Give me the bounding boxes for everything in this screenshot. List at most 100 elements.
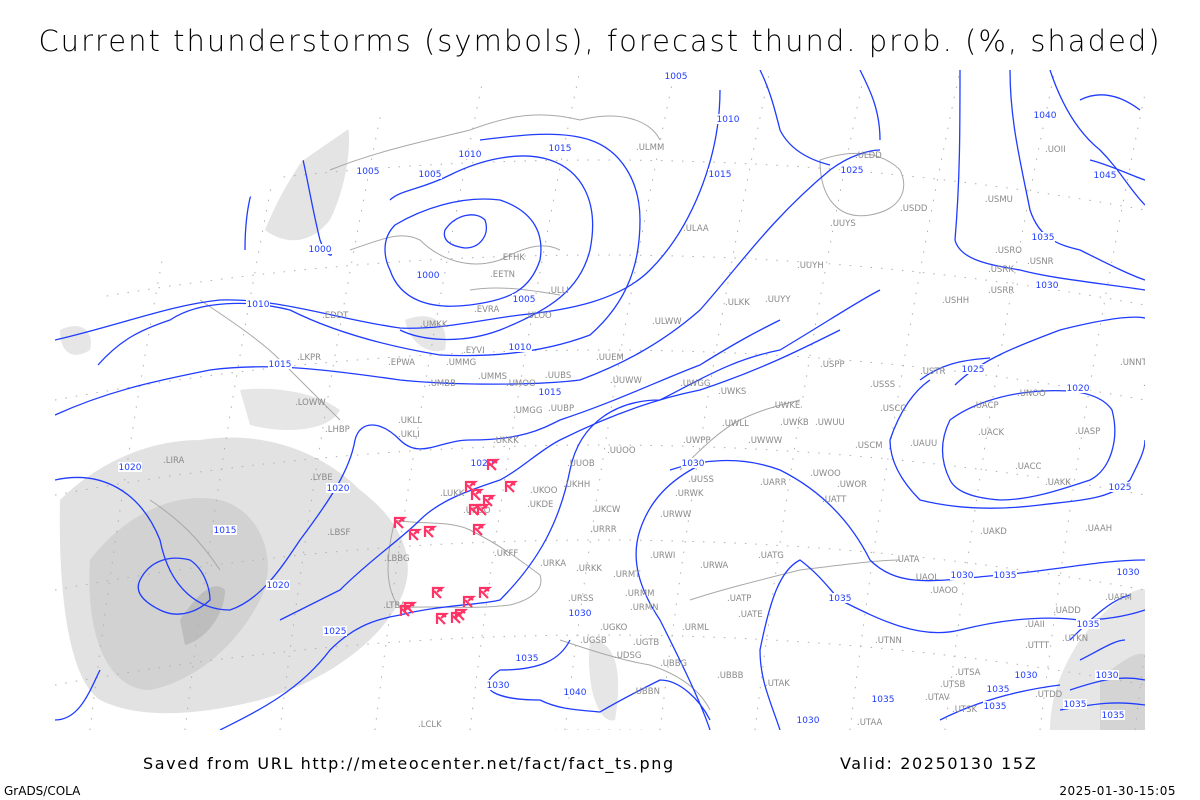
- station-label: .USTR: [920, 367, 946, 377]
- station-label: .UUYH: [797, 261, 824, 271]
- station-label: .URML: [682, 623, 709, 633]
- isobar-label: 1045: [1094, 171, 1117, 181]
- valid-time-text: Valid: 20250130 15Z: [840, 754, 1038, 773]
- station-label: .URWK: [675, 489, 704, 499]
- station-label: .URWA: [700, 561, 728, 571]
- isobar-label-bg: [983, 701, 1007, 711]
- thunderstorm-icon: [454, 608, 469, 621]
- isobar-label: 1030: [682, 459, 705, 469]
- station-label: .UMMG: [446, 358, 476, 368]
- isobar-label-bg: [515, 653, 539, 663]
- station-label: .UGTB: [633, 638, 659, 648]
- station-label: .UTAK: [765, 679, 790, 689]
- station-label: .UOII: [1045, 145, 1066, 155]
- isobar-label-bg: [961, 364, 985, 374]
- isobar-label: 1005: [513, 295, 536, 305]
- station-label: .UUOO: [607, 446, 636, 456]
- isobar-label: 1035: [1064, 700, 1087, 710]
- isobar-label: 1040: [564, 688, 587, 698]
- station-label: .USCM: [855, 441, 883, 451]
- isobar-label-bg: [308, 244, 332, 254]
- station-label: .UWGG: [680, 379, 711, 389]
- isobar-label: 1025: [841, 166, 864, 176]
- station-label: .UDSG: [614, 651, 641, 661]
- station-label: .ULOO: [525, 311, 552, 321]
- isobar-label-bg: [1031, 232, 1055, 242]
- station-label: .URKA: [540, 559, 566, 569]
- station-label: .UKOO: [530, 486, 558, 496]
- station-label: .USMU: [985, 195, 1013, 205]
- isobar-label: 1035: [984, 702, 1007, 712]
- isobar-label-bg: [266, 580, 290, 590]
- station-label: .UNNT: [1120, 358, 1148, 368]
- station-label: .USRR: [988, 286, 1014, 296]
- station-label: .UATG: [758, 551, 784, 561]
- station-label: .LUKK: [440, 489, 465, 499]
- station-label: .UACC: [1015, 462, 1042, 472]
- station-label: .UTSK: [952, 705, 978, 715]
- isobar-label: 1035: [1032, 233, 1055, 243]
- station-label: .UWUU: [815, 418, 845, 428]
- thunderstorm-icon: [478, 586, 493, 599]
- station-label: .UWWW: [748, 436, 783, 446]
- isobar-labels: 1005 1010 1010 1015 1015 1025 1005 1005 1000 1000…: [118, 71, 1140, 726]
- isobar-label-bg: [840, 165, 864, 175]
- station-label: .USRO: [995, 246, 1022, 256]
- generated-timestamp: 2025-01-30-15:05: [1059, 784, 1176, 798]
- station-label: .URRR: [590, 525, 617, 535]
- isobar-label-bg: [1066, 383, 1090, 393]
- isobar-label: 1030: [569, 609, 592, 619]
- isobar-label: 1015: [549, 144, 572, 154]
- station-label: .UACK: [978, 428, 1005, 438]
- isobar-label-bg: [538, 387, 562, 397]
- station-label: .UWKE: [772, 401, 800, 411]
- isobar-label: 1020: [119, 463, 142, 473]
- station-label: .UBBB: [717, 671, 744, 681]
- station-label: .UWKB: [780, 418, 809, 428]
- station-label: .UTAV: [925, 693, 950, 703]
- isobar-label: 1025: [962, 365, 985, 375]
- station-label: .EPWA: [388, 358, 415, 368]
- station-label: .UADD: [1053, 606, 1081, 616]
- station-labels: .EDDT .EVRA .ULOO .UMKK .EYVI .UMMG .EPWA .LKPR…: [163, 143, 1148, 730]
- station-label: .UATP: [727, 594, 751, 604]
- station-label: .USDD: [900, 204, 928, 214]
- isobar-label: 1010: [717, 115, 740, 125]
- station-label: .URWI: [650, 551, 675, 561]
- isobar-label: 1030: [797, 716, 820, 726]
- isobar-label: 1015: [709, 170, 732, 180]
- isobar-label-bg: [470, 458, 494, 468]
- isobar-label: 1005: [665, 72, 688, 82]
- isobar-label-bg: [548, 143, 572, 153]
- isobar-label: 1035: [829, 594, 852, 604]
- isobar-label: 1030: [1117, 568, 1140, 578]
- isobar-label-bg: [326, 483, 350, 493]
- station-label: .UKOO: [463, 506, 491, 516]
- station-label: .UUEM: [596, 353, 624, 363]
- isobar-label: 1020: [471, 459, 494, 469]
- station-label: .UUWW: [610, 376, 643, 386]
- station-label: .UUBS: [545, 371, 571, 381]
- isobar-label: 1015: [269, 360, 292, 370]
- isobar-label: 1030: [487, 681, 510, 691]
- isobar-label-bg: [828, 593, 852, 603]
- source-url-text: Saved from URL http://meteocenter.net/fa…: [143, 754, 675, 773]
- station-label: .UKCW: [592, 505, 621, 515]
- station-label: .URMN: [630, 603, 659, 613]
- isobar-label-bg: [246, 299, 270, 309]
- station-label: .USSS: [870, 380, 895, 390]
- isobar-label-bg: [416, 270, 440, 280]
- isobar-label: 1020: [1067, 384, 1090, 394]
- thunderstorm-symbols: [393, 458, 519, 625]
- isobar-label: 1035: [1077, 620, 1100, 630]
- station-label: .UUBP: [548, 404, 574, 414]
- station-label: .UKFF: [494, 549, 518, 559]
- station-label: .UATA: [895, 555, 920, 565]
- station-label: .UAII: [1025, 620, 1045, 630]
- station-label: .UWPP: [683, 436, 711, 446]
- isobar-label-bg: [268, 359, 292, 369]
- station-label: .UACP: [973, 401, 999, 411]
- station-label: .EYVI: [463, 346, 485, 356]
- isobar-label: 1010: [509, 343, 532, 353]
- isobar-label: 1030: [1015, 671, 1038, 681]
